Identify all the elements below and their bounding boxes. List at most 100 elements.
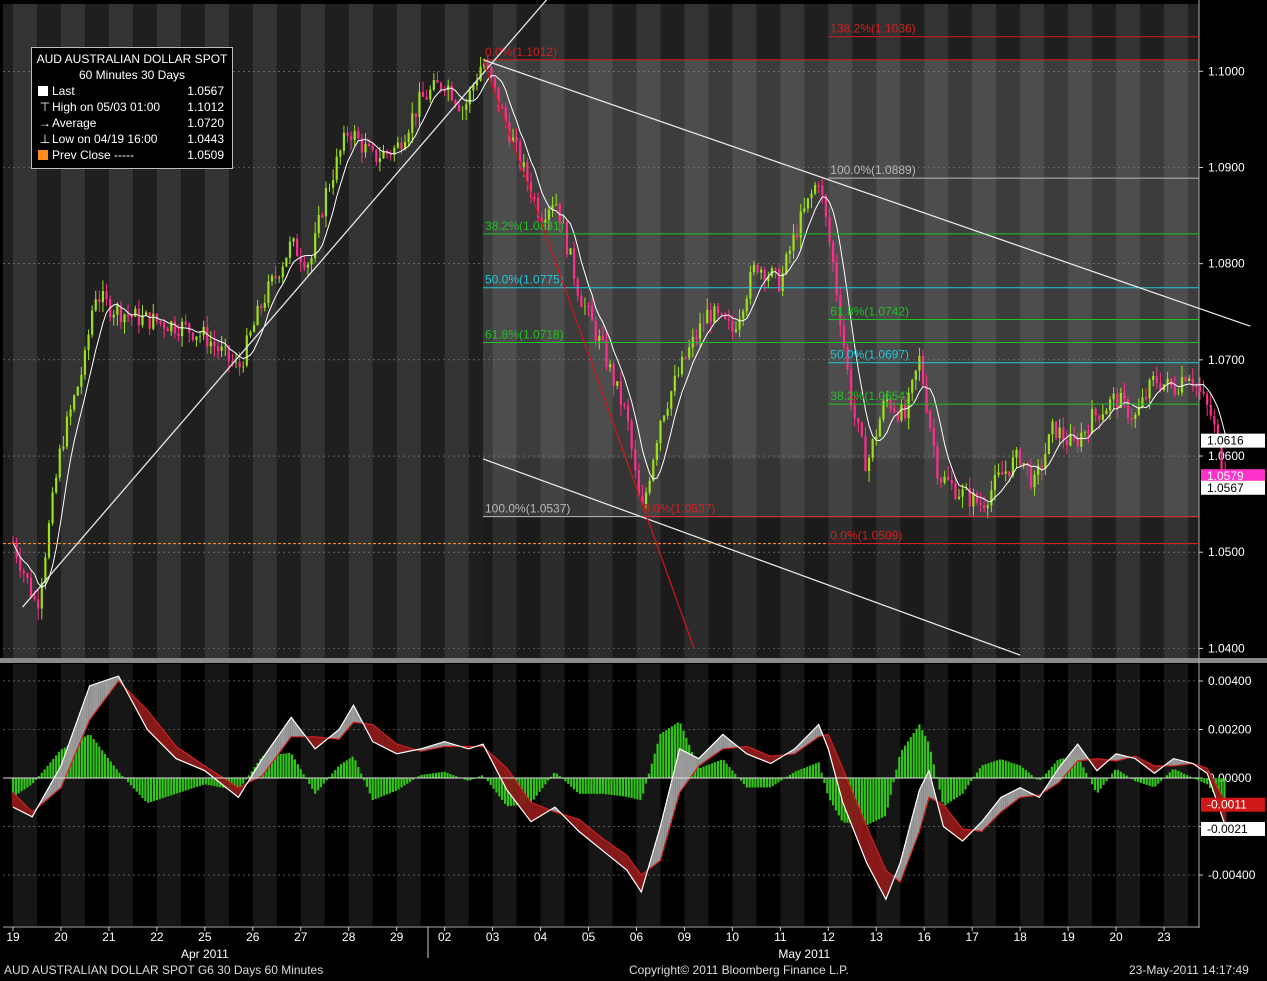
legend-title: AUD AUSTRALIAN DOLLAR SPOT: [36, 52, 228, 66]
legend-row: Last 1.0567: [32, 83, 232, 99]
trendline: [22, 0, 548, 608]
day-stripe: [348, 4, 373, 658]
day-stripe: [540, 664, 565, 926]
macd-value-tag: [1201, 821, 1265, 836]
x-tick-label: 13: [870, 930, 884, 944]
x-tick-label: 25: [198, 930, 212, 944]
day-stripe: [1164, 4, 1188, 658]
fib-level-label: 0.0%(1.0509): [830, 529, 902, 543]
x-tick-label: 26: [246, 930, 260, 944]
day-stripe: [1164, 664, 1188, 926]
x-tick-label: 06: [630, 930, 644, 944]
fib-level-label: 61.8%(1.0742): [830, 304, 909, 318]
macd-line: [12, 675, 1227, 901]
day-stripe: [1068, 664, 1093, 926]
last-value-label: 1.0567: [1207, 481, 1244, 495]
x-tick-label: 19: [1061, 930, 1075, 944]
x-tick-label: 21: [102, 930, 116, 944]
day-stripe: [924, 664, 949, 926]
day-stripe: [924, 4, 949, 658]
x-tick-label: 18: [1013, 930, 1027, 944]
day-stripe: [444, 4, 469, 658]
legend-row: Prev Close ----- 1.0509: [32, 147, 232, 163]
footer-copyright: Copyright© 2011 Bloomberg Finance L.P.: [629, 963, 849, 977]
x-tick-label: 20: [1109, 930, 1123, 944]
fib-level-label: 50.0%(1.0697): [830, 348, 909, 362]
fib-level-label: 61.8%(1.0718): [485, 328, 564, 342]
fib-level-label: 100.0%(1.0889): [830, 163, 915, 177]
high-marker-icon: ⊤: [39, 100, 51, 114]
legend-subtitle: 60 Minutes 30 Days: [78, 68, 186, 82]
x-tick-label: 09: [678, 930, 692, 944]
moving-average-line: [12, 74, 1226, 588]
last-value-tag: [1201, 469, 1265, 484]
signal-line: [12, 680, 1227, 884]
legend-value: 1.0720: [187, 116, 224, 130]
price-tick-label: 1.0400: [1208, 641, 1245, 655]
day-stripe: [732, 664, 757, 926]
day-stripe: [396, 4, 421, 658]
legend-box: AUD AUSTRALIAN DOLLAR SPOT 60 Minutes 30…: [31, 47, 233, 169]
average-marker-icon: →: [39, 116, 51, 130]
fib-level-label: 38.2%(1.0654): [830, 389, 909, 403]
fib-level-label: 38.2%(1.0831): [485, 219, 564, 233]
legend-label: High on 05/03 01:00: [52, 100, 161, 114]
low-marker-icon: ⊥: [39, 132, 51, 146]
macd-tick-label: 0.00200: [1208, 723, 1252, 737]
price-tick-label: 1.0900: [1208, 161, 1245, 175]
macd-tick-label: -0.00400: [1208, 868, 1256, 882]
price-tick-label: 1.0500: [1208, 545, 1245, 559]
price-tick-label: 1.0800: [1208, 257, 1245, 271]
day-stripe: [588, 664, 613, 926]
fib-level-label: 0.0%(1.0537): [643, 502, 715, 516]
x-tick-label: 16: [918, 930, 932, 944]
macd-value-label: -0.0021: [1207, 822, 1248, 836]
panel-separator: [0, 658, 1267, 663]
price-tick-label: 1.0600: [1208, 449, 1245, 463]
fib-level-label: 0.0%(1.1012): [485, 45, 557, 59]
macd-value-tag: [1201, 797, 1265, 812]
x-tick-label: 28: [342, 930, 356, 944]
x-tick-label: 19: [6, 930, 20, 944]
last-value-tag: [1201, 433, 1265, 448]
trendline: [482, 59, 695, 649]
legend-label: Low on 04/19 16:00: [52, 132, 158, 146]
x-tick-label: 11: [774, 930, 787, 944]
legend-value: 1.1012: [187, 100, 224, 114]
fib-level-label: 100.0%(1.0537): [485, 502, 570, 516]
x-tick-label: 04: [534, 930, 548, 944]
x-tick-label: 02: [438, 930, 452, 944]
x-tick-label: 20: [54, 930, 68, 944]
price-tick-label: 1.0700: [1208, 353, 1245, 367]
legend-row: ⊤ High on 05/03 01:00 1.1012: [32, 99, 232, 115]
x-tick-label: 23: [1157, 930, 1171, 944]
legend-swatch: [38, 86, 48, 96]
day-stripe: [60, 664, 85, 926]
day-stripe: [108, 664, 133, 926]
day-stripe: [1116, 664, 1141, 926]
day-stripe: [300, 664, 325, 926]
macd-value-label: -0.0011: [1207, 798, 1247, 812]
x-tick-label: 27: [294, 930, 308, 944]
macd-tick-label: 0.00400: [1208, 674, 1252, 688]
x-tick-label: 10: [726, 930, 740, 944]
last-value-tag: [1201, 480, 1265, 495]
day-stripe: [348, 664, 373, 926]
legend-value: 1.0509: [187, 148, 224, 162]
trendline: [482, 59, 1251, 327]
legend-label: Prev Close -----: [52, 148, 135, 162]
day-stripe: [396, 664, 421, 926]
last-value-label: 1.0579: [1207, 469, 1244, 483]
legend-value: 1.0567: [187, 84, 224, 98]
legend-swatch: [38, 150, 48, 160]
day-stripe: [300, 4, 325, 658]
footer-timestamp: 23-May-2011 14:17:49: [1129, 963, 1249, 977]
trendline: [482, 458, 1021, 656]
day-stripe: [204, 664, 229, 926]
legend-value: 1.0443: [187, 132, 224, 146]
x-tick-label: 29: [390, 930, 404, 944]
fib-level-label: 50.0%(1.0775): [485, 273, 564, 287]
legend-row: →Average 1.0720: [32, 115, 232, 131]
